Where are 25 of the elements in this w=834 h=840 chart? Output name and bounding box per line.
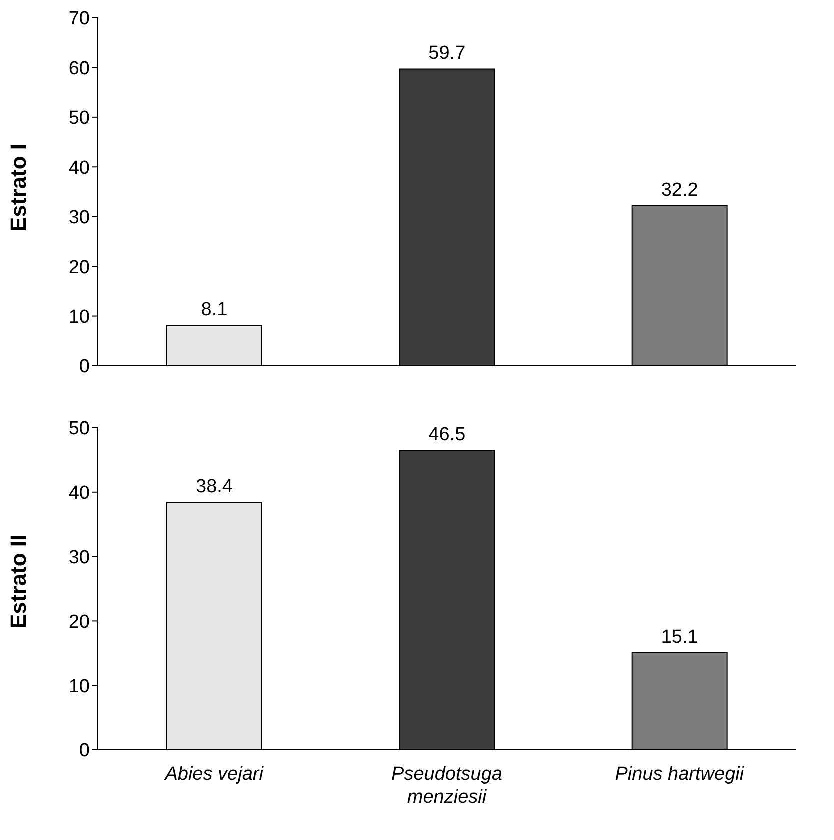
data-label: 15.1 — [661, 626, 698, 648]
y-tick-label: 60 — [68, 58, 90, 80]
data-label: 38.4 — [196, 476, 234, 498]
x-tick-label: Pseudotsuga menziesii — [392, 764, 502, 808]
y-axis-title: Estrato I — [6, 144, 31, 232]
x-tick-label: Pinus hartwegii — [615, 764, 745, 785]
data-label: 8.1 — [201, 300, 228, 321]
y-tick-label: 40 — [68, 483, 90, 504]
data-label: 59.7 — [428, 43, 466, 64]
y-tick-label: 20 — [68, 257, 90, 278]
y-tick-label: 10 — [68, 307, 90, 328]
y-tick-label: 0 — [79, 740, 90, 762]
y-tick-label: 50 — [68, 108, 90, 130]
data-label: 32.2 — [661, 180, 698, 201]
y-tick-label: 30 — [68, 208, 90, 229]
y-tick-label: 0 — [79, 356, 90, 378]
x-tick-label: Abies vejari — [164, 764, 264, 785]
y-tick-label: 50 — [68, 418, 90, 440]
y-tick-label: 30 — [68, 548, 90, 569]
y-axis-title: Estrato II — [6, 534, 31, 629]
y-tick-label: 70 — [68, 8, 90, 30]
y-tick-label: 20 — [68, 612, 90, 633]
data-label: 46.5 — [428, 424, 466, 446]
y-tick-label: 40 — [68, 158, 90, 179]
y-tick-label: 10 — [68, 676, 90, 698]
